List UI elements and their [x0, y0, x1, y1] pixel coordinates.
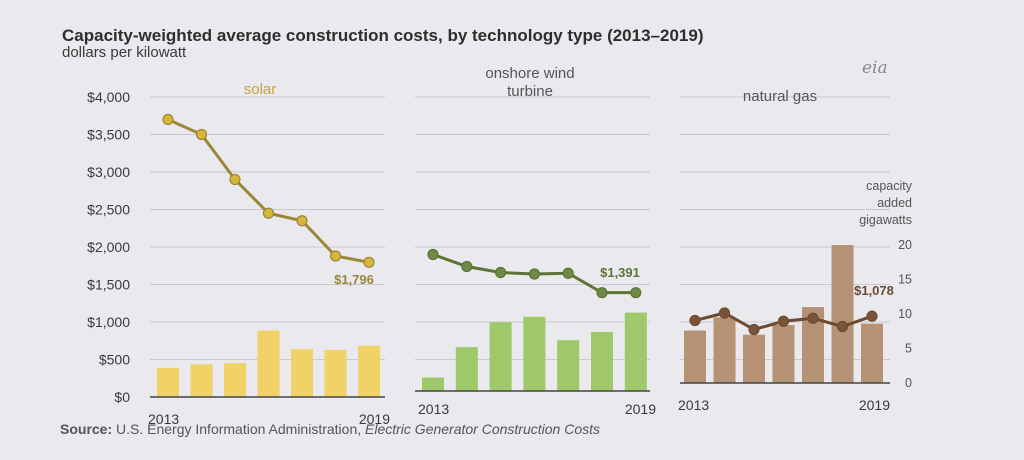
natural-gas-x-label-start: 2013	[678, 397, 709, 413]
onshore-wind-turbine-cost-point	[630, 287, 642, 299]
source-italic: Electric Generator Construction Costs	[365, 421, 600, 437]
onshore-wind-turbine-capacity-bar	[624, 312, 647, 391]
natural-gas-x-label-end: 2019	[859, 397, 890, 413]
solar-x-label-start: 2013	[148, 411, 179, 427]
onshore-wind-turbine-cost-point	[528, 268, 541, 280]
eia-logo: eia	[862, 58, 888, 78]
solar-x-label-end: 2019	[359, 411, 390, 427]
source-label: Source:	[60, 421, 113, 437]
y-tick-label: $2,500	[87, 202, 130, 218]
y-tick-label: $0	[114, 389, 130, 405]
secondary-tick-label: 10	[898, 307, 912, 321]
natural-gas-capacity-bar	[831, 245, 854, 383]
solar-capacity-bar	[224, 362, 246, 397]
solar-title: solar	[244, 81, 277, 98]
y-tick-label: $4,000	[87, 89, 130, 105]
natural-gas-capacity-bar	[743, 334, 765, 383]
solar-cost-point	[363, 256, 375, 268]
solar-cost-point	[329, 250, 342, 262]
natural-gas-capacity-bar	[861, 323, 883, 383]
solar-end-label: $1,796	[334, 272, 374, 287]
natural-gas-cost-point	[718, 307, 731, 319]
y-tick-label: $500	[99, 352, 130, 368]
solar-capacity-bar	[324, 349, 347, 397]
solar-capacity-bar	[157, 367, 179, 397]
natural-gas-cost-point	[777, 315, 790, 327]
secondary-tick-label: 0	[905, 376, 912, 390]
source-text: U.S. Energy Information Administration,	[116, 421, 362, 437]
y-tick-label: $3,000	[87, 164, 130, 180]
natural-gas-cost-point	[748, 323, 760, 336]
y-tick-label: $2,000	[87, 239, 130, 255]
solar-capacity-bar	[358, 345, 380, 397]
secondary-tick-label: 20	[898, 238, 912, 252]
onshore-wind-turbine-capacity-bar	[489, 322, 512, 391]
secondary-axis-label: added	[877, 196, 912, 210]
natural-gas-capacity-bar	[772, 325, 795, 383]
solar-cost-point	[296, 215, 308, 227]
natural-gas-end-label: $1,078	[854, 283, 894, 298]
onshore-wind-turbine-capacity-bar	[591, 331, 613, 391]
onshore-wind-turbine-cost-point	[461, 260, 473, 273]
onshore-wind-turbine-capacity-bar	[422, 377, 444, 391]
onshore-wind-turbine-capacity-bar	[523, 316, 546, 391]
source-note: Source: U.S. Energy Information Administ…	[60, 421, 600, 437]
onshore-wind-turbine-cost-point	[427, 248, 439, 261]
chart-title: Capacity-weighted average construction c…	[62, 26, 704, 45]
onshore-wind-turbine-capacity-bar	[455, 347, 478, 391]
solar-capacity-bar	[190, 364, 213, 397]
solar-cost-line	[167, 118, 370, 264]
onshore-wind-turbine-end-label: $1,391	[600, 265, 640, 280]
onshore-wind-turbine-x-label-end: 2019	[625, 401, 656, 417]
onshore-wind-turbine-x-label-start: 2013	[418, 401, 449, 417]
natural-gas-cost-point	[836, 320, 849, 333]
natural-gas-title: natural gas	[743, 88, 817, 105]
onshore-wind-turbine-capacity-bar	[557, 340, 580, 391]
solar-capacity-bar	[291, 349, 313, 397]
solar-cost-point	[162, 113, 174, 126]
natural-gas-cost-point	[807, 312, 819, 324]
natural-gas-cost-point	[689, 314, 701, 327]
onshore-wind-turbine-title: onshore wind	[485, 65, 574, 82]
onshore-wind-turbine-cost-point	[495, 266, 507, 279]
natural-gas-capacity-bar	[802, 307, 824, 383]
y-tick-label: $1,000	[87, 314, 130, 330]
solar-cost-point	[229, 173, 241, 186]
secondary-axis-label: capacity	[866, 179, 913, 193]
solar-cost-point	[195, 128, 208, 141]
y-tick-label: $1,500	[87, 277, 130, 293]
onshore-wind-turbine-title: turbine	[507, 83, 553, 100]
solar-capacity-bar	[257, 330, 280, 397]
solar-cost-point	[262, 207, 275, 219]
secondary-axis-label: gigawatts	[859, 213, 912, 227]
natural-gas-capacity-bar	[713, 317, 736, 383]
y-tick-label: $3,500	[87, 127, 130, 143]
natural-gas-capacity-bar	[684, 330, 706, 383]
chart-subtitle: dollars per kilowatt	[62, 44, 187, 61]
secondary-tick-label: 5	[905, 342, 912, 356]
onshore-wind-turbine-cost-point	[562, 267, 574, 279]
natural-gas-cost-point	[866, 310, 878, 322]
secondary-tick-label: 15	[898, 273, 912, 287]
onshore-wind-turbine-cost-point	[596, 287, 608, 299]
